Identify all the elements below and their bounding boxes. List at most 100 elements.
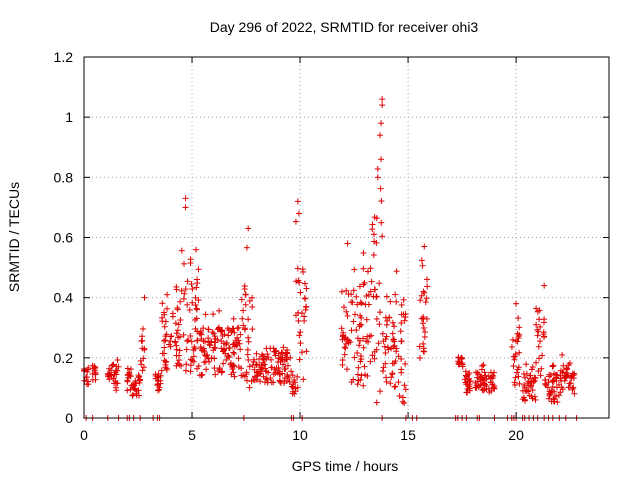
data-point [424,315,431,322]
data-point [297,289,304,296]
data-point [113,363,120,370]
data-point [175,321,182,328]
data-point [341,351,348,358]
data-point [341,335,348,342]
data-point [390,344,397,351]
data-point [371,214,378,221]
chart-title: Day 296 of 2022, SRMTID for receiver ohi… [210,19,479,35]
data-point [128,382,135,389]
data-point [257,378,264,385]
data-point [238,296,245,303]
data-point [523,361,530,368]
x-tick-label: 15 [400,427,416,443]
y-axis-label: SRMTID / TECUs [6,182,22,292]
data-point [355,377,362,384]
data-point [190,353,197,360]
data-point [242,301,249,308]
data-point [371,348,378,355]
data-point [246,297,253,304]
data-point [358,300,365,307]
data-point [377,388,384,395]
data-point [402,314,409,321]
data-point [193,246,200,253]
data-point [383,321,390,328]
data-point [550,377,557,384]
data-point [292,388,299,395]
data-point [140,364,147,371]
data-point [162,318,169,325]
data-point [398,301,405,308]
data-point [354,381,361,388]
data-point [390,336,397,343]
data-point [156,386,163,393]
data-point [383,333,390,340]
data-point [173,352,180,359]
data-point [229,341,236,348]
data-point [253,350,260,357]
data-point [339,357,346,364]
data-point [379,96,386,103]
data-point [472,369,479,376]
data-point [273,365,280,372]
data-point [294,265,301,272]
data-point [181,290,188,297]
data-point [129,391,136,398]
data-point [529,395,536,402]
data-point [85,381,92,388]
data-point [245,356,252,363]
data-point [172,338,179,345]
data-point [192,345,199,352]
data-point [216,324,223,331]
data-point [393,268,400,275]
data-point [214,336,221,343]
data-point [256,355,263,362]
data-point [173,342,180,349]
data-point [526,382,533,389]
data-point [197,344,204,351]
data-point [288,368,295,375]
data-point [560,362,567,369]
data-point [350,318,357,325]
data-point [354,335,361,342]
data-point [176,347,183,354]
data-point [187,260,194,267]
data-point [303,285,310,292]
data-point [538,365,545,372]
data-point [373,315,380,322]
data-point [138,361,145,368]
data-point [187,362,194,369]
data-point [167,338,174,345]
data-point [515,373,522,380]
data-point [292,218,299,225]
data-point [133,390,140,397]
data-point [245,334,252,341]
data-point [420,288,427,295]
x-tick-labels: 0 5 10 15 20 [80,427,524,443]
data-point [389,330,396,337]
data-point [174,327,181,334]
data-point [294,198,301,205]
data-point [515,315,522,322]
data-point [477,382,484,389]
data-point [367,265,374,272]
data-point [364,268,371,275]
data-point [513,337,520,344]
data-point [338,288,345,295]
data-point [210,330,217,337]
data-point [382,349,389,356]
data-point [303,303,310,310]
data-point [512,374,519,381]
data-point [239,315,246,322]
data-point [283,356,290,363]
data-point [381,343,388,350]
data-point [379,233,386,240]
data-point [110,375,117,382]
data-point [205,326,212,333]
data-point [379,330,386,337]
data-point [161,357,168,364]
data-point [539,352,546,359]
data-point [361,279,368,286]
data-point [358,321,365,328]
data-point [362,301,369,308]
data-point [245,225,252,232]
